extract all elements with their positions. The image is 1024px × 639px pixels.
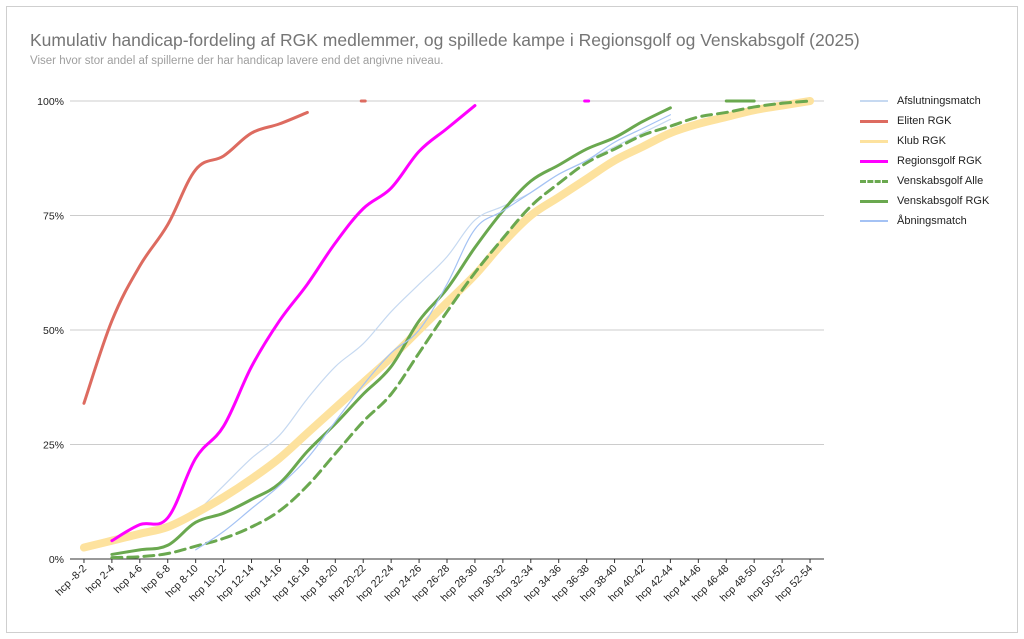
legend-label: Regionsgolf RGK <box>897 155 982 167</box>
series-line <box>110 104 477 543</box>
legend-label: Venskabsgolf RGK <box>897 195 990 207</box>
series-lines <box>79 97 815 560</box>
series-venskabsgolf-alle <box>110 99 812 560</box>
y-tick-label: 75% <box>43 211 64 223</box>
x-tick-label: hcp 2-4 <box>84 563 117 596</box>
series--bningsmatch <box>195 114 672 551</box>
chart-title: Kumulativ handicap-fordeling af RGK medl… <box>30 30 860 50</box>
series-regionsgolf-rgk <box>110 99 591 543</box>
chart-subtitle: Viser hvor stor andel af spillerne der h… <box>30 55 444 67</box>
series-klub-rgk <box>79 97 815 552</box>
legend-label: Klub RGK <box>897 135 946 147</box>
legend-swatch <box>860 180 888 183</box>
legend-swatch <box>860 100 888 102</box>
series-line <box>79 97 815 552</box>
series-line <box>195 114 672 551</box>
legend-label: Afslutningsmatch <box>897 95 981 107</box>
y-tick-label: 0% <box>49 554 64 566</box>
legend-label: Eliten RGK <box>897 115 952 127</box>
legend-label: Åbningsmatch <box>897 215 967 227</box>
legend-swatch <box>860 220 888 222</box>
legend-label: Venskabsgolf Alle <box>897 175 984 187</box>
x-tick-label: hcp -8-2 <box>53 563 89 599</box>
series-line <box>110 106 672 556</box>
gridlines <box>70 100 824 560</box>
y-tick-label: 100% <box>37 96 64 108</box>
y-tick-label: 25% <box>43 440 64 452</box>
series-line <box>110 99 812 560</box>
legend-swatch <box>860 160 888 163</box>
y-tick-label: 50% <box>43 325 64 337</box>
series-venskabsgolf-rgk <box>110 99 756 556</box>
legend-swatch <box>860 140 888 143</box>
y-axis-ticks: 0% 25% 50% 75% 100% <box>37 96 64 566</box>
series-eliten-rgk <box>82 99 367 405</box>
x-tick-label: hcp 4-6 <box>112 563 145 596</box>
legend-swatch <box>860 120 888 123</box>
legend-swatch <box>860 200 888 203</box>
series-line <box>82 110 309 405</box>
chart-frame <box>6 6 1018 633</box>
